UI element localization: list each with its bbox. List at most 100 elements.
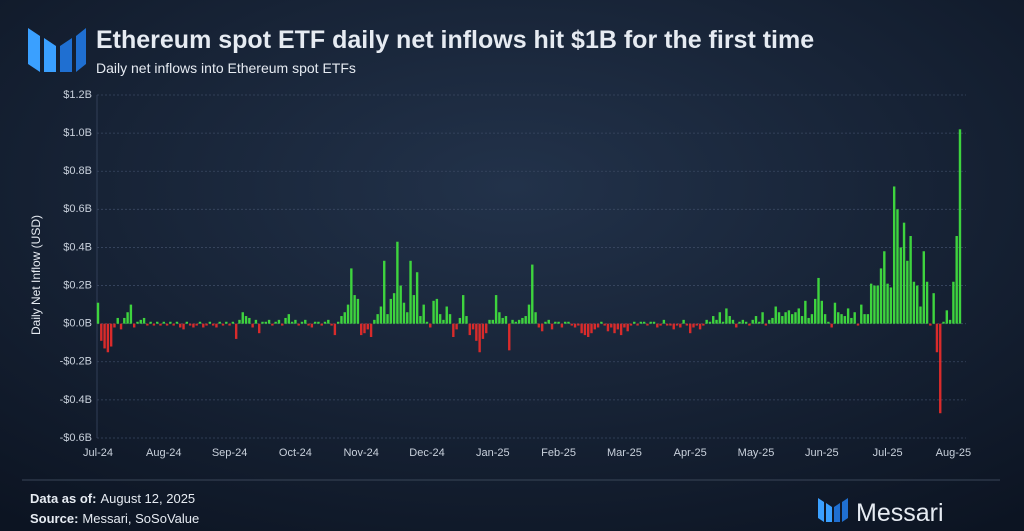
bar xyxy=(323,321,327,324)
bar xyxy=(251,323,254,328)
bar xyxy=(350,268,353,324)
bar xyxy=(948,319,952,324)
bar xyxy=(695,323,698,326)
bar xyxy=(271,323,274,326)
bar xyxy=(340,316,343,324)
y-tick-label: $0.4B xyxy=(63,241,92,253)
bar xyxy=(837,312,840,324)
bar xyxy=(876,285,879,324)
footer-source-label: Source: xyxy=(30,511,78,526)
bar xyxy=(162,321,165,324)
bar xyxy=(471,323,475,330)
footer-date-value: August 12, 2025 xyxy=(100,491,195,506)
x-tick-label: Sep-24 xyxy=(212,447,247,459)
bar xyxy=(508,323,511,351)
bar xyxy=(215,323,218,328)
x-tick-label: Aug-24 xyxy=(146,447,181,459)
bar xyxy=(823,314,827,324)
bar xyxy=(702,323,705,326)
bar xyxy=(570,323,573,326)
bar xyxy=(767,319,771,324)
bar xyxy=(488,319,491,324)
footer-date-label: Data as of: xyxy=(30,491,96,506)
bar xyxy=(744,321,748,324)
y-tick-label: $0.6B xyxy=(63,203,92,215)
bar xyxy=(445,306,448,324)
bar xyxy=(389,298,393,324)
bar xyxy=(787,310,791,324)
bar xyxy=(830,323,833,328)
bar xyxy=(636,323,639,326)
bar xyxy=(577,323,580,326)
bar xyxy=(600,321,603,324)
bar xyxy=(916,285,919,324)
bar xyxy=(317,321,320,324)
bar xyxy=(419,316,422,324)
bar xyxy=(573,323,577,328)
bar xyxy=(738,321,741,324)
bar xyxy=(373,319,376,324)
bar xyxy=(106,323,110,353)
bar xyxy=(626,323,629,332)
bar xyxy=(557,321,560,324)
bar xyxy=(455,323,458,330)
bar xyxy=(922,251,925,324)
bar xyxy=(267,319,271,324)
bar xyxy=(264,321,267,324)
bar xyxy=(221,323,225,326)
x-tick-label: Oct-24 xyxy=(279,447,312,459)
bar xyxy=(297,323,300,326)
bar xyxy=(725,308,728,324)
bar xyxy=(511,319,514,324)
bar xyxy=(619,323,623,336)
bar xyxy=(804,300,807,324)
y-tick-label: $0.8B xyxy=(63,165,92,177)
bar xyxy=(304,319,307,324)
bar xyxy=(790,314,794,324)
bar xyxy=(274,321,277,324)
x-tick-label: Nov-24 xyxy=(343,447,378,459)
footer-source-value: Messari, SoSoValue xyxy=(82,511,199,526)
bar xyxy=(149,321,152,324)
bar xyxy=(126,312,129,324)
bar xyxy=(136,321,139,324)
y-tick-label: -$0.4B xyxy=(60,394,92,406)
bar xyxy=(774,306,777,324)
bar xyxy=(853,312,856,324)
bar xyxy=(932,293,935,324)
bar xyxy=(399,285,402,324)
chart-subtitle: Daily net inflows into Ethereum spot ETF… xyxy=(96,60,356,76)
bar xyxy=(672,323,675,330)
footer-source: Source: Messari, SoSoValue xyxy=(30,511,199,526)
bar xyxy=(458,317,462,324)
bar xyxy=(290,321,294,324)
bar xyxy=(169,321,172,324)
bar xyxy=(741,319,745,324)
bar xyxy=(429,323,432,328)
bar xyxy=(205,323,208,326)
bar xyxy=(527,304,531,324)
bar xyxy=(366,323,369,330)
x-tick-label: Feb-25 xyxy=(541,447,576,459)
bar xyxy=(899,247,902,324)
bar xyxy=(649,321,652,324)
x-tick-label: Jun-25 xyxy=(805,447,839,459)
bar xyxy=(929,323,932,326)
bar xyxy=(958,129,962,324)
bar xyxy=(718,312,722,324)
bar xyxy=(764,323,768,326)
bar xyxy=(287,314,291,324)
bar xyxy=(860,304,863,324)
bar xyxy=(952,281,955,324)
bar xyxy=(406,312,409,324)
bar xyxy=(883,251,886,324)
bar xyxy=(284,317,287,324)
bar xyxy=(843,316,847,324)
bar xyxy=(869,283,873,324)
bar xyxy=(392,293,396,324)
bar xyxy=(698,323,702,330)
bar xyxy=(827,321,830,324)
bar xyxy=(116,317,119,324)
bar xyxy=(281,323,284,326)
